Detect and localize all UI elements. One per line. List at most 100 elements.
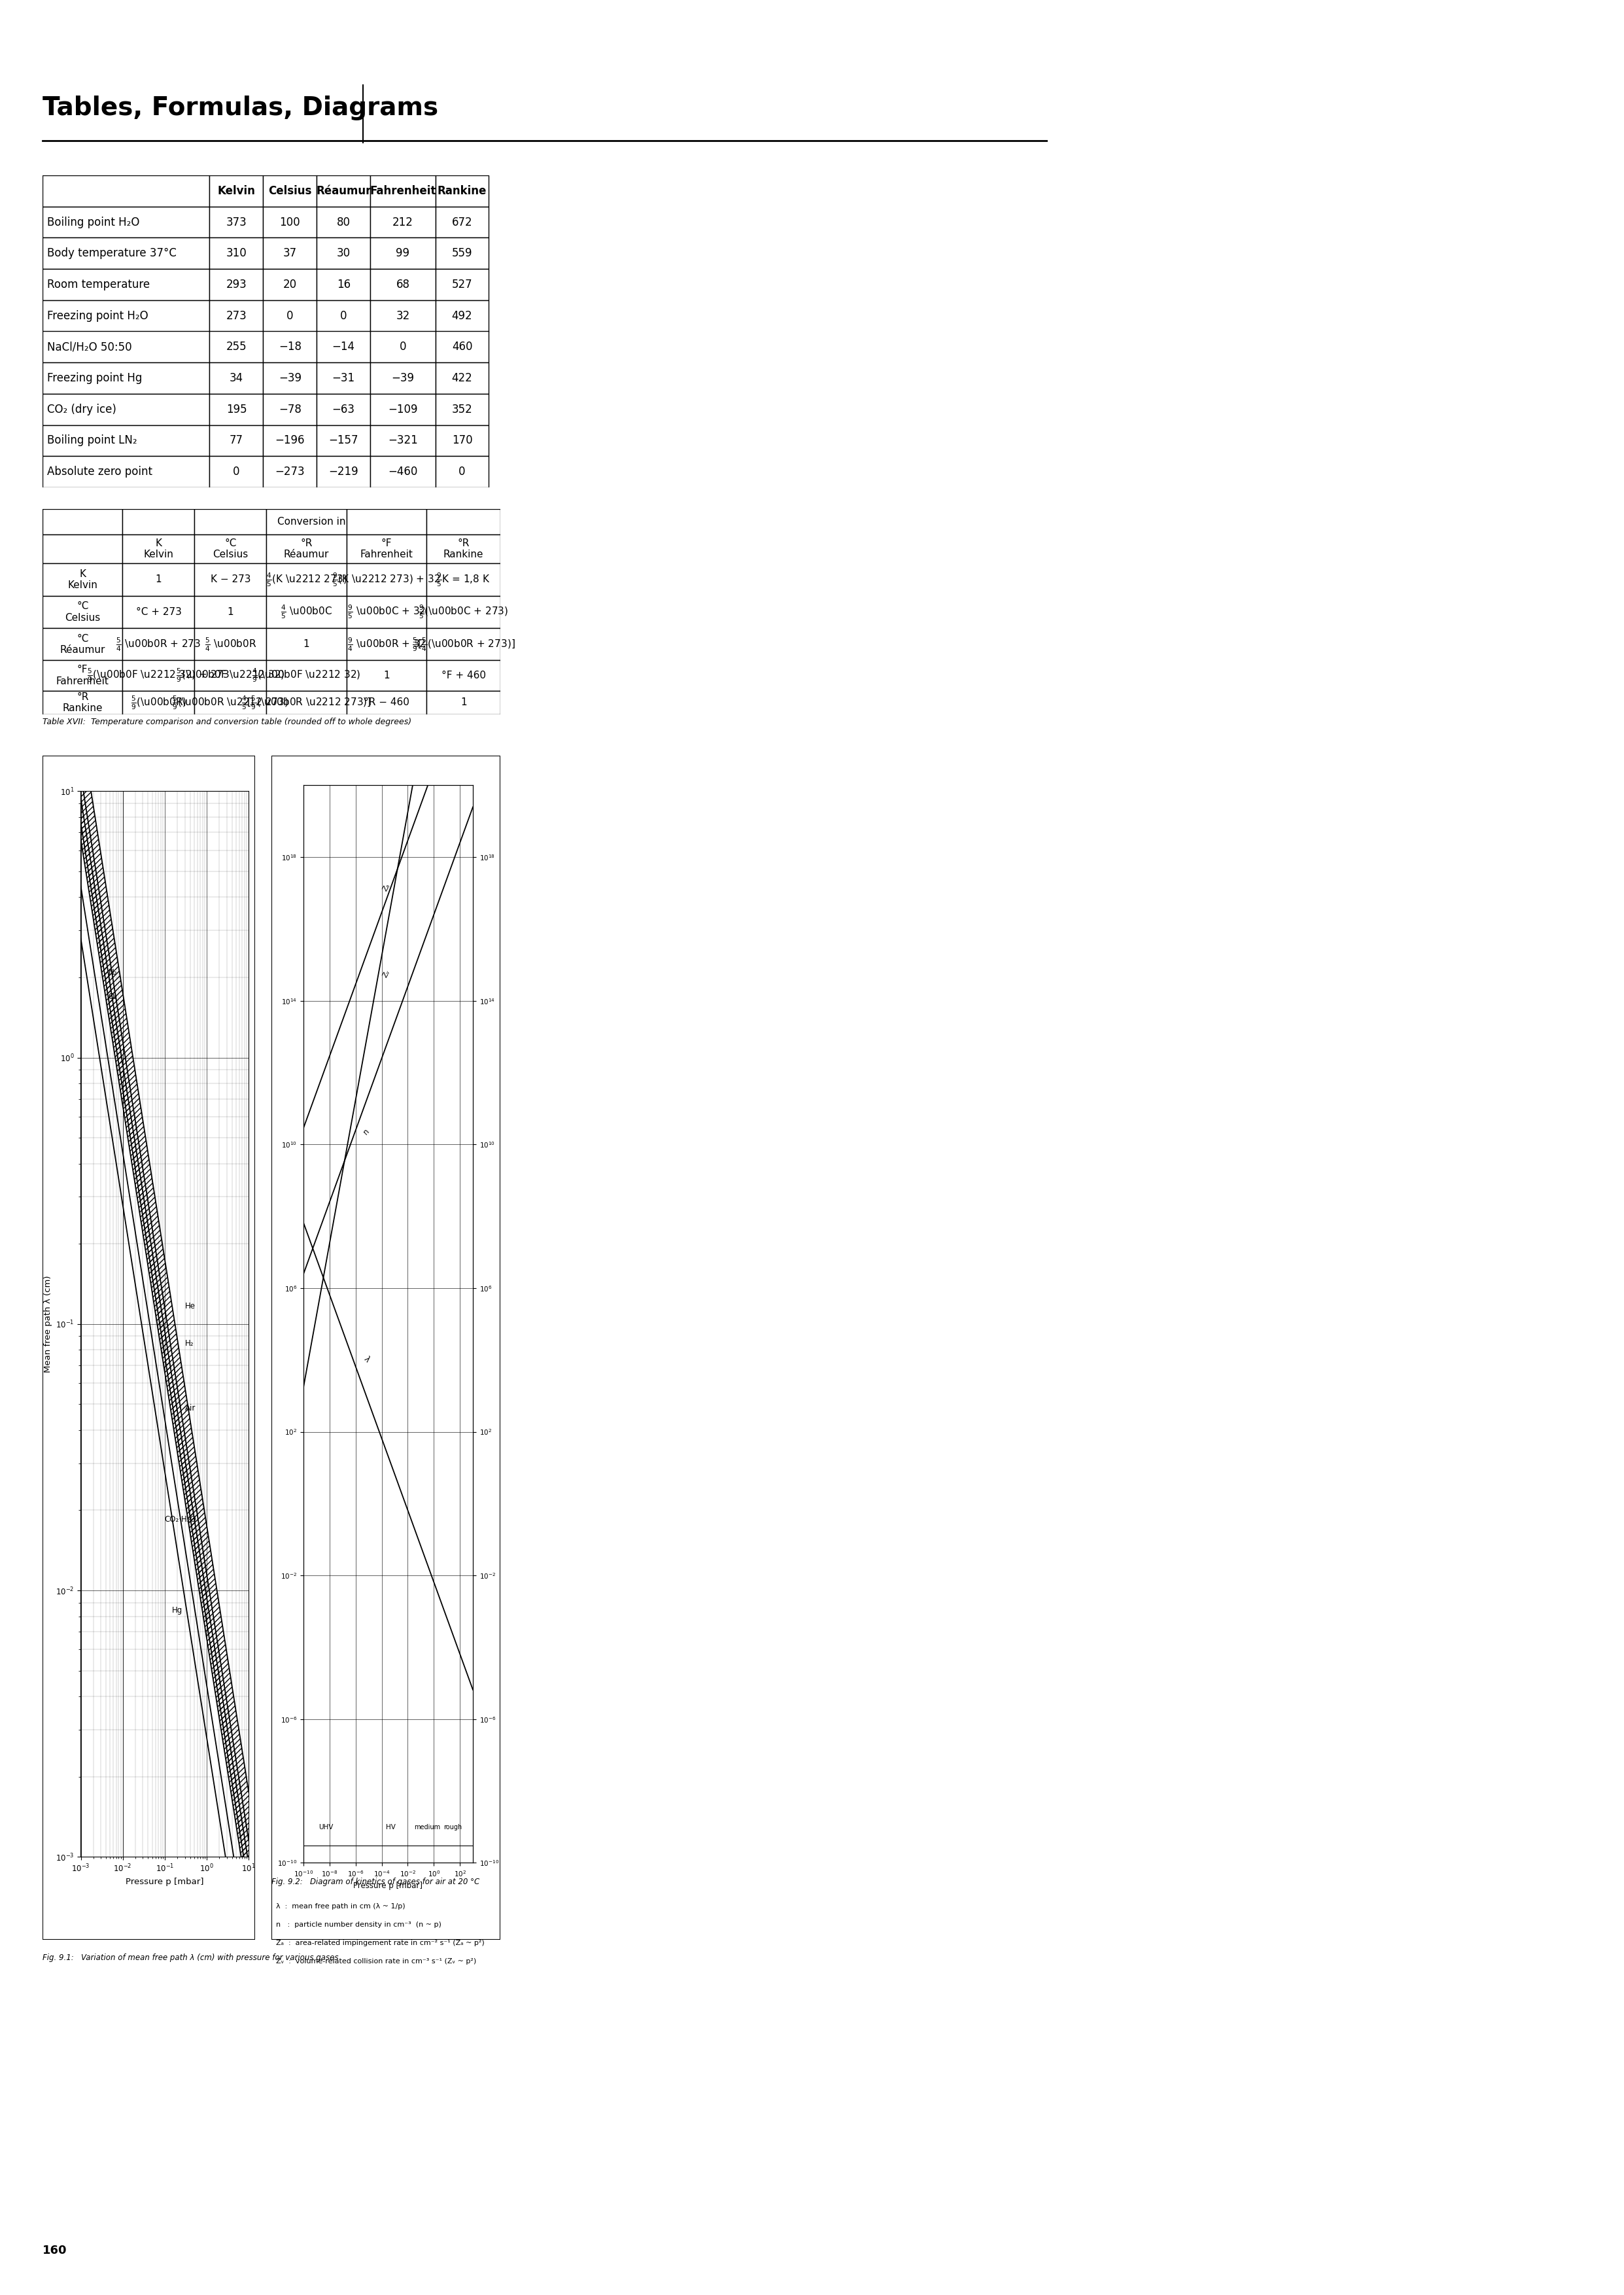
- Text: UHV: UHV: [318, 1825, 333, 1831]
- Text: Table XVII:  Temperature comparison and conversion table (rounded off to whole d: Table XVII: Temperature comparison and c…: [42, 718, 411, 728]
- Bar: [266, 562, 346, 597]
- Bar: [263, 207, 317, 239]
- Text: 0: 0: [286, 310, 294, 321]
- Text: °C
Réaumur: °C Réaumur: [60, 633, 106, 654]
- Text: Hg: Hg: [172, 1606, 184, 1616]
- Text: −321: −321: [388, 434, 417, 448]
- Text: 255: 255: [226, 342, 247, 353]
- Bar: [263, 425, 317, 457]
- Text: 68: 68: [396, 278, 409, 291]
- Bar: [42, 363, 209, 395]
- Bar: [123, 562, 195, 597]
- Bar: [317, 207, 370, 239]
- Bar: [435, 363, 489, 395]
- Text: −78: −78: [279, 404, 302, 415]
- Text: 0: 0: [232, 466, 240, 477]
- Text: $\frac{5}{9}$[$\frac{5}{4}$(\u00b0R + 273)]: $\frac{5}{9}$[$\frac{5}{4}$(\u00b0R + 27…: [412, 636, 515, 652]
- Text: Zₐ: Zₐ: [382, 881, 391, 893]
- Bar: [317, 330, 370, 363]
- Bar: [317, 457, 370, 487]
- Bar: [370, 174, 435, 207]
- Text: Réaumur: Réaumur: [317, 186, 372, 197]
- Bar: [266, 509, 346, 535]
- Bar: [42, 395, 209, 425]
- Text: $\frac{4}{5}$(K \u2212 273): $\frac{4}{5}$(K \u2212 273): [266, 571, 348, 588]
- Bar: [370, 457, 435, 487]
- Bar: [427, 629, 500, 661]
- Bar: [370, 425, 435, 457]
- Text: 16: 16: [336, 278, 351, 291]
- Bar: [317, 301, 370, 330]
- Bar: [370, 269, 435, 301]
- Text: Zᵥ: Zᵥ: [382, 968, 391, 980]
- Bar: [195, 629, 266, 661]
- Text: K
Kelvin: K Kelvin: [143, 539, 174, 560]
- Bar: [346, 661, 427, 691]
- Bar: [370, 207, 435, 239]
- Text: −14: −14: [331, 342, 356, 353]
- Text: 20: 20: [283, 278, 297, 291]
- Bar: [435, 207, 489, 239]
- Bar: [123, 597, 195, 629]
- Bar: [209, 363, 263, 395]
- Bar: [195, 535, 266, 562]
- Text: N₂: N₂: [109, 968, 117, 978]
- Text: °F
Fahrenheit: °F Fahrenheit: [361, 539, 412, 560]
- Bar: [195, 597, 266, 629]
- Text: °R − 460: °R − 460: [364, 698, 409, 707]
- Bar: [263, 395, 317, 425]
- Bar: [435, 457, 489, 487]
- Bar: [317, 395, 370, 425]
- Text: 1: 1: [227, 606, 234, 617]
- Text: $\frac{5}{9}$(\u00b0R): $\frac{5}{9}$(\u00b0R): [130, 693, 187, 711]
- Text: 34: 34: [229, 372, 244, 383]
- Bar: [42, 562, 123, 597]
- Bar: [42, 691, 123, 714]
- Text: Fig. 9.1:   Variation of mean free path λ (cm) with pressure for various gases: Fig. 9.1: Variation of mean free path λ …: [42, 1953, 338, 1962]
- Text: −63: −63: [331, 404, 356, 415]
- Text: $\frac{9}{4}$ \u00b0R + 32: $\frac{9}{4}$ \u00b0R + 32: [348, 636, 425, 652]
- Text: 273: 273: [226, 310, 247, 321]
- Text: 1: 1: [383, 670, 390, 682]
- Bar: [123, 535, 195, 562]
- Text: medium: medium: [414, 1825, 440, 1831]
- Bar: [209, 301, 263, 330]
- Text: Celsius: Celsius: [268, 186, 312, 197]
- Text: −18: −18: [279, 342, 302, 353]
- Bar: [263, 239, 317, 269]
- Bar: [427, 661, 500, 691]
- Bar: [195, 509, 266, 535]
- Text: 422: 422: [451, 372, 473, 383]
- Text: −196: −196: [274, 434, 305, 448]
- Text: 1: 1: [460, 698, 466, 707]
- Text: CO₂ (dry ice): CO₂ (dry ice): [47, 404, 117, 415]
- Bar: [209, 425, 263, 457]
- Bar: [42, 597, 123, 629]
- Bar: [195, 661, 266, 691]
- Text: Tables, Formulas, Diagrams: Tables, Formulas, Diagrams: [42, 96, 438, 119]
- Text: n   :  particle number density in cm⁻³  (n ~ p): n : particle number density in cm⁻³ (n ~…: [276, 1921, 442, 1928]
- Text: λ  :  mean free path in cm (λ ~ 1/p): λ : mean free path in cm (λ ~ 1/p): [276, 1903, 406, 1909]
- Bar: [42, 269, 209, 301]
- Text: 77: 77: [229, 434, 244, 448]
- Text: $\frac{4}{5}$ \u00b0C: $\frac{4}{5}$ \u00b0C: [281, 604, 333, 620]
- Text: Zᵥ  :  volume-related collision rate in cm⁻³ s⁻¹ (Zᵥ ~ p²): Zᵥ : volume-related collision rate in cm…: [276, 1958, 476, 1965]
- Bar: [346, 597, 427, 629]
- Text: 30: 30: [336, 248, 351, 259]
- Bar: [209, 330, 263, 363]
- Text: 195: 195: [226, 404, 247, 415]
- Bar: [346, 629, 427, 661]
- Text: °R
Rankine: °R Rankine: [443, 539, 484, 560]
- Bar: [346, 562, 427, 597]
- Bar: [263, 363, 317, 395]
- Bar: [263, 330, 317, 363]
- Bar: [123, 629, 195, 661]
- Text: $\frac{9}{5}$K = 1,8 K: $\frac{9}{5}$K = 1,8 K: [437, 571, 490, 588]
- Text: 0: 0: [400, 342, 406, 353]
- Text: °F
Fahrenheit: °F Fahrenheit: [57, 666, 109, 686]
- Bar: [42, 330, 209, 363]
- Text: Absolute zero point: Absolute zero point: [47, 466, 153, 477]
- Text: H₂: H₂: [185, 1340, 193, 1347]
- Bar: [42, 239, 209, 269]
- Text: Body temperature 37°C: Body temperature 37°C: [47, 248, 177, 259]
